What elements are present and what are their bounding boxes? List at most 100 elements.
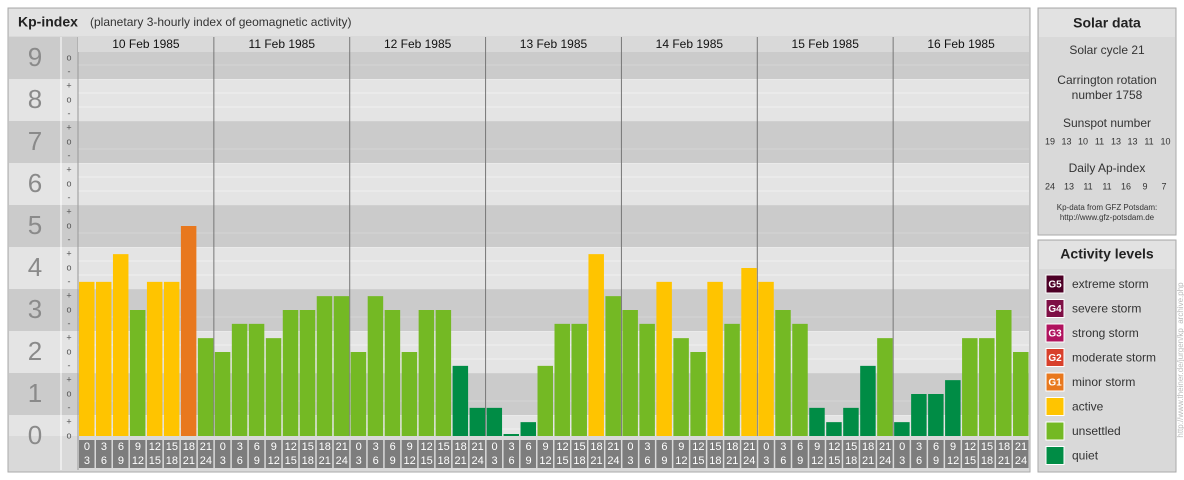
bar [928, 394, 944, 436]
hour-label: 9 [950, 441, 956, 453]
legend-swatch [1045, 421, 1065, 441]
hour-label: 3 [492, 455, 498, 467]
legend-title-bar [1039, 241, 1175, 269]
hour-box [809, 440, 825, 468]
hour-box [792, 440, 808, 468]
solar-title-bar [1039, 9, 1175, 37]
bar [180, 226, 197, 436]
sub-tick-label: o [66, 136, 71, 146]
legend-label: quiet [1072, 449, 1099, 463]
hour-box [452, 440, 469, 468]
sub-tick-label: - [68, 66, 71, 76]
legend-title: Activity levels [1060, 246, 1154, 262]
band [9, 121, 1029, 163]
legend-label: strong storm [1072, 326, 1139, 340]
hour-label: 21 [336, 441, 348, 453]
sub-tick-label: o [66, 430, 71, 440]
y-tick-label: 7 [28, 126, 42, 156]
hour-label: 3 [763, 455, 769, 467]
sunspot-value: 13 [1061, 136, 1071, 146]
hour-box [214, 440, 231, 468]
hour-label: 0 [356, 441, 362, 453]
hour-label: 12 [539, 455, 551, 467]
hour-label: 18 [573, 455, 585, 467]
hour-label: 21 [862, 455, 874, 467]
ap-value: 9 [1142, 181, 1147, 191]
hour-label: 12 [947, 455, 959, 467]
hour-label: 15 [964, 455, 976, 467]
hour-box [962, 440, 978, 468]
hour-label: 18 [709, 455, 721, 467]
hour-box [571, 440, 587, 468]
hour-label: 18 [845, 455, 857, 467]
date-label: 15 Feb 1985 [792, 37, 860, 51]
hour-label: 6 [508, 455, 514, 467]
sub-tick-label: + [66, 206, 71, 216]
sub-tick-label: - [68, 360, 71, 370]
bar [163, 281, 180, 436]
hour-label: 24 [471, 455, 483, 467]
sub-tick-label: + [66, 332, 71, 342]
hour-label: 3 [627, 455, 633, 467]
legend-swatch [1045, 299, 1065, 318]
bar [282, 310, 299, 436]
hour-box [707, 440, 723, 468]
hour-box [435, 440, 452, 468]
hour-box [877, 440, 893, 468]
hour-label: 21 [1015, 441, 1027, 453]
legend-badge: G5 [1048, 280, 1062, 291]
bar [469, 407, 486, 436]
legend-swatch [1045, 323, 1065, 343]
bar [537, 365, 553, 436]
hour-box [928, 440, 944, 468]
sub-tick-label: + [66, 122, 71, 132]
sub-tick-label: o [66, 94, 71, 104]
hour-label: 3 [356, 455, 362, 467]
legend-badge: G3 [1048, 329, 1062, 340]
bar [809, 407, 825, 436]
hour-label: 18 [302, 455, 314, 467]
hour-label: 12 [268, 455, 280, 467]
hour-label: 21 [471, 441, 483, 453]
solar-panel [1037, 7, 1177, 236]
bar [945, 380, 961, 436]
ap-value: 16 [1121, 181, 1131, 191]
hour-label: 15 [302, 441, 314, 453]
bar [520, 422, 537, 436]
hour-box [605, 440, 621, 468]
hour-label: 21 [879, 441, 891, 453]
hour-label: 9 [678, 441, 684, 453]
hour-box [95, 440, 112, 468]
hour-box [384, 440, 401, 468]
legend-badge: G1 [1048, 378, 1062, 389]
hour-label: 24 [1015, 455, 1027, 467]
legend-label: severe storm [1072, 302, 1141, 316]
bar [690, 352, 706, 436]
hour-label: 12 [132, 455, 144, 467]
hour-label: 9 [814, 441, 820, 453]
hour-label: 18 [166, 455, 178, 467]
source: Kp-data from GFZ Potsdam: [1057, 203, 1157, 212]
sub-tick-label: - [68, 150, 71, 160]
hour-label: 9 [797, 455, 803, 467]
carrington: Carrington rotation [1057, 73, 1156, 87]
hour-label: 0 [899, 441, 905, 453]
hour-box [843, 440, 859, 468]
band [9, 205, 1029, 247]
sub-tick-label: + [66, 374, 71, 384]
hour-box [588, 440, 604, 468]
hour-box [299, 440, 316, 468]
hour-label: 21 [726, 455, 738, 467]
hour-box [554, 440, 570, 468]
hour-label: 24 [879, 455, 891, 467]
sub-tick-label: o [66, 388, 71, 398]
hour-box [469, 440, 486, 468]
ap-value: 24 [1045, 181, 1055, 191]
hour-label: 12 [421, 441, 433, 453]
bar [79, 281, 95, 436]
hour-box [996, 440, 1012, 468]
hour-label: 9 [525, 455, 531, 467]
hour-label: 18 [726, 441, 738, 453]
hour-label: 18 [183, 441, 195, 453]
